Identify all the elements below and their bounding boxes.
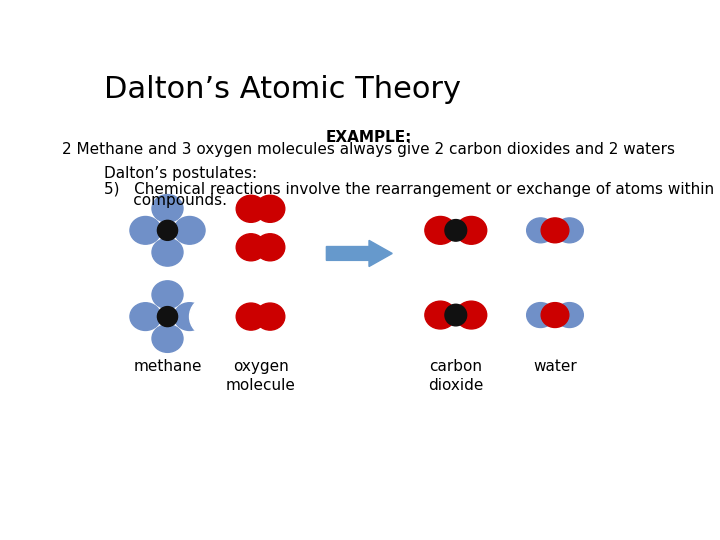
Ellipse shape [189, 298, 224, 335]
Text: EXAMPLE:: EXAMPLE: [326, 130, 412, 145]
Ellipse shape [541, 218, 569, 243]
Ellipse shape [130, 303, 161, 330]
Ellipse shape [236, 303, 266, 330]
FancyArrow shape [326, 240, 392, 267]
Ellipse shape [152, 325, 183, 353]
Ellipse shape [425, 301, 456, 329]
Ellipse shape [526, 302, 554, 327]
Text: Dalton’s postulates:: Dalton’s postulates: [104, 166, 257, 181]
Text: compounds.: compounds. [104, 193, 227, 208]
Text: carbon
dioxide: carbon dioxide [428, 359, 484, 393]
Ellipse shape [152, 194, 183, 222]
Ellipse shape [456, 301, 487, 329]
Text: methane: methane [133, 359, 202, 374]
Circle shape [158, 220, 178, 240]
Text: oxygen
molecule: oxygen molecule [225, 359, 295, 393]
Ellipse shape [556, 218, 583, 243]
Ellipse shape [541, 302, 569, 327]
Ellipse shape [174, 217, 205, 244]
Ellipse shape [256, 303, 285, 330]
Ellipse shape [174, 303, 205, 330]
Ellipse shape [152, 281, 183, 308]
Ellipse shape [236, 234, 266, 261]
Circle shape [445, 304, 467, 326]
Circle shape [158, 307, 178, 327]
Ellipse shape [526, 218, 554, 243]
Text: water: water [533, 359, 577, 374]
Ellipse shape [456, 217, 487, 244]
Circle shape [445, 220, 467, 241]
Ellipse shape [152, 238, 183, 266]
Text: Dalton’s Atomic Theory: Dalton’s Atomic Theory [104, 75, 461, 104]
Ellipse shape [256, 234, 285, 261]
Text: 2 Methane and 3 oxygen molecules always give 2 carbon dioxides and 2 waters: 2 Methane and 3 oxygen molecules always … [63, 142, 675, 157]
Text: 5)   Chemical reactions involve the rearrangement or exchange of atoms within: 5) Chemical reactions involve the rearra… [104, 182, 714, 197]
Ellipse shape [556, 302, 583, 327]
Ellipse shape [130, 217, 161, 244]
Ellipse shape [256, 195, 285, 222]
Ellipse shape [236, 195, 266, 222]
Ellipse shape [425, 217, 456, 244]
